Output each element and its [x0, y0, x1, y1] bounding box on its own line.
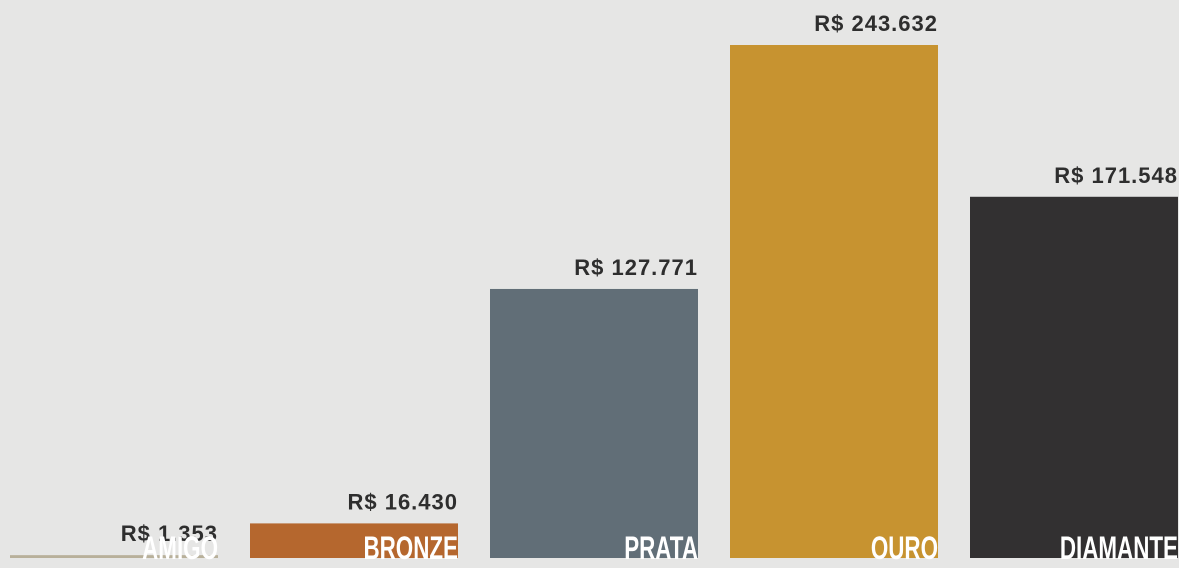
category-label: AMIGO — [142, 530, 218, 566]
category-label: DIAMANTE — [1060, 530, 1178, 566]
category-label: OURO — [871, 530, 938, 566]
category-label: PRATA — [624, 530, 698, 566]
category-label: BRONZE — [363, 530, 458, 566]
bar — [250, 523, 458, 558]
value-label: R$ 127.771 — [574, 255, 698, 280]
value-label: R$ 243.632 — [814, 11, 938, 36]
value-label: R$ 1.353 — [121, 521, 218, 546]
bar — [490, 288, 698, 558]
value-label: R$ 16.430 — [347, 489, 458, 514]
bar — [970, 196, 1178, 558]
bar — [10, 555, 218, 558]
bar — [730, 45, 938, 558]
value-label: R$ 171.548 — [1054, 163, 1178, 188]
